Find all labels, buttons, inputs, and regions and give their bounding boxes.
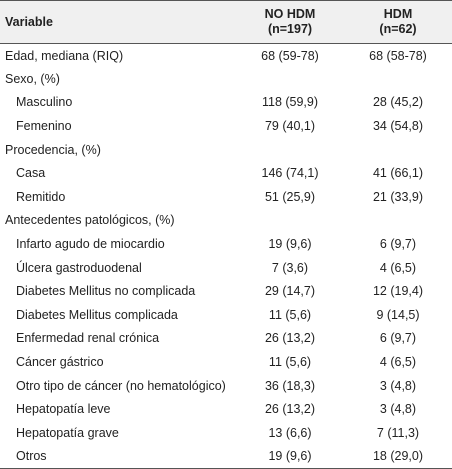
- row-label: Otros: [0, 444, 236, 469]
- row-hdm-value: 9 (14,5): [376, 307, 420, 322]
- table-row: Otros 19 (9,6) 18 (29,0): [0, 444, 452, 469]
- row-no-hdm-value: 19 (9,6): [236, 444, 344, 469]
- header-variable: Variable: [0, 0, 236, 44]
- row-no-hdm-value: [236, 138, 344, 162]
- row-no-hdm-value: 79 (40,1): [264, 119, 316, 134]
- header-hdm-name: HDM: [383, 7, 413, 21]
- header-row: Variable NO HDM (n=197) HDM (n=62): [0, 0, 452, 44]
- row-no-hdm-value: 146 (74,1): [261, 166, 319, 181]
- row-no-hdm-value: 7 (3,6): [271, 260, 309, 275]
- row-label: Infarto agudo de miocardio: [16, 237, 165, 252]
- table-row: Hepatopatía grave 13 (6,6) 7 (11,3): [0, 421, 452, 445]
- row-label: Edad, mediana (RIQ): [5, 48, 124, 63]
- row-label: Sexo, (%): [5, 71, 60, 86]
- row-label: Úlcera gastroduodenal: [16, 260, 142, 275]
- table-row: Masculino 118 (59,9) 28 (45,2): [0, 91, 452, 115]
- row-no-hdm-value: 36 (18,3): [264, 378, 316, 393]
- row-no-hdm-value: 29 (14,7): [264, 284, 316, 299]
- table-row: Úlcera gastroduodenal 7 (3,6) 4 (6,5): [0, 256, 452, 280]
- row-hdm-value: 4 (6,5): [379, 355, 417, 370]
- row-label: Casa: [16, 166, 46, 181]
- row-no-hdm-value: 13 (6,6): [268, 425, 312, 440]
- row-label: Antecedentes patológicos, (%): [5, 213, 175, 228]
- row-no-hdm-value: 11 (5,6): [268, 355, 312, 370]
- table-row: Antecedentes patológicos, (%): [0, 209, 452, 233]
- row-label: Procedencia, (%): [5, 142, 101, 157]
- table-row: Diabetes Mellitus no complicada 29 (14,7…: [0, 279, 452, 303]
- row-no-hdm-value: 26 (13,2): [264, 402, 316, 417]
- row-hdm-value: 6 (9,7): [379, 331, 417, 346]
- row-no-hdm-value: 118 (59,9): [261, 95, 319, 110]
- row-label: Diabetes Mellitus no complicada: [16, 284, 196, 299]
- table-row: Infarto agudo de miocardio 19 (9,6) 6 (9…: [0, 232, 452, 256]
- table-row: Otro tipo de cáncer (no hematológico) 36…: [0, 374, 452, 398]
- table-row: Diabetes Mellitus complicada 11 (5,6) 9 …: [0, 303, 452, 327]
- row-label: Hepatopatía leve: [16, 402, 111, 417]
- row-label: Masculino: [16, 95, 73, 110]
- row-label: Cáncer gástrico: [16, 355, 104, 370]
- row-no-hdm-value: 68 (59-78): [261, 48, 319, 63]
- row-label: Otro tipo de cáncer (no hematológico): [16, 378, 226, 393]
- row-hdm-value: 7 (11,3): [376, 425, 420, 440]
- header-hdm-n: (n=62): [379, 22, 417, 36]
- header-no-hdm: NO HDM (n=197): [236, 0, 344, 44]
- row-label: Femenino: [16, 119, 72, 134]
- row-hdm-value: [344, 138, 452, 162]
- row-no-hdm-value: [236, 67, 344, 91]
- row-hdm-value: 3 (4,8): [379, 378, 417, 393]
- header-hdm: HDM (n=62): [344, 0, 452, 44]
- row-hdm-value: 34 (54,8): [372, 119, 424, 134]
- table-header: Variable NO HDM (n=197) HDM (n=62): [0, 0, 452, 44]
- row-label: Enfermedad renal crónica: [16, 331, 160, 346]
- row-no-hdm-value: 51 (25,9): [264, 189, 316, 204]
- row-hdm-value: 68 (58-78): [369, 48, 427, 63]
- row-no-hdm-value: 26 (13,2): [264, 331, 316, 346]
- row-hdm-value: 18 (29,0): [344, 444, 452, 469]
- row-hdm-value: 3 (4,8): [379, 402, 417, 417]
- row-no-hdm-value: 11 (5,6): [268, 307, 312, 322]
- table-row: Edad, mediana (RIQ) 68 (59-78) 68 (58-78…: [0, 44, 452, 68]
- table-row: Hepatopatía leve 26 (13,2) 3 (4,8): [0, 397, 452, 421]
- table-body: Edad, mediana (RIQ) 68 (59-78) 68 (58-78…: [0, 44, 452, 469]
- row-hdm-value: 4 (6,5): [379, 260, 417, 275]
- row-label: Remitido: [16, 189, 66, 204]
- row-label: Diabetes Mellitus complicada: [16, 307, 178, 322]
- table-row: Enfermedad renal crónica 26 (13,2) 6 (9,…: [0, 327, 452, 351]
- table-row: Sexo, (%): [0, 67, 452, 91]
- row-hdm-value: 12 (19,4): [372, 284, 424, 299]
- row-hdm-value: [344, 67, 452, 91]
- table-row: Cáncer gástrico 11 (5,6) 4 (6,5): [0, 350, 452, 374]
- table-row: Casa 146 (74,1) 41 (66,1): [0, 161, 452, 185]
- row-hdm-value: 21 (33,9): [372, 189, 424, 204]
- row-hdm-value: 28 (45,2): [372, 95, 424, 110]
- row-hdm-value: [344, 209, 452, 233]
- header-no-hdm-n: (n=197): [267, 22, 313, 36]
- row-hdm-value: 6 (9,7): [379, 237, 417, 252]
- row-no-hdm-value: 19 (9,6): [268, 237, 312, 252]
- header-no-hdm-name: NO HDM: [264, 7, 316, 21]
- table-row: Femenino 79 (40,1) 34 (54,8): [0, 114, 452, 138]
- row-hdm-value: 41 (66,1): [372, 166, 424, 181]
- row-no-hdm-value: [236, 209, 344, 233]
- row-label: Hepatopatía grave: [16, 425, 119, 440]
- table-row: Procedencia, (%): [0, 138, 452, 162]
- table-row: Remitido 51 (25,9) 21 (33,9): [0, 185, 452, 209]
